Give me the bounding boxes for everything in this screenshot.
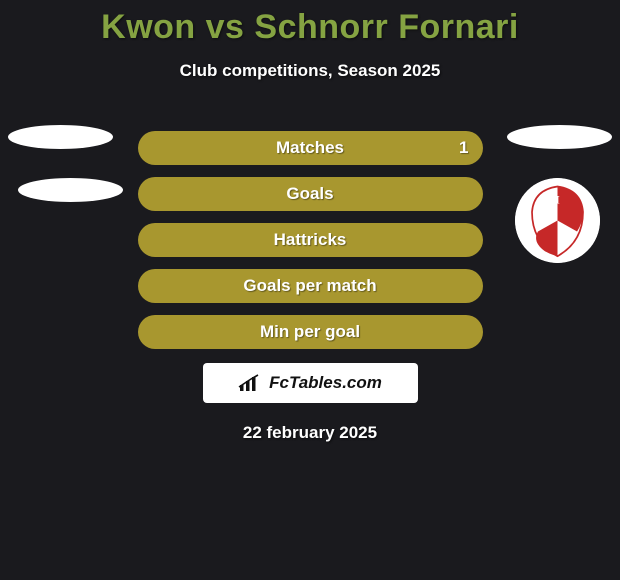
date-label: 22 february 2025 [0,423,620,443]
page-title: Kwon vs Schnorr Fornari [0,0,620,47]
stat-value-right: 1 [459,138,468,158]
bar-chart-icon [238,373,266,393]
stat-label: Min per goal [260,322,360,342]
stat-row-min-per-goal: Min per goal [138,315,483,349]
avatar-player-right [507,125,612,149]
stats-block: Matches 1 Goals Hattricks Goals per matc… [138,131,483,349]
stat-row-goals: Goals [138,177,483,211]
stat-label: Goals per match [243,276,376,296]
stat-label: Matches [276,138,344,158]
watermark-text: FcTables.com [269,373,382,393]
stat-label: Hattricks [274,230,347,250]
svg-text:I: I [555,193,560,207]
shield-icon: I [515,178,600,263]
team-badge-right: I [515,178,600,263]
team-badge-left [18,178,123,202]
stat-row-matches: Matches 1 [138,131,483,165]
stat-row-hattricks: Hattricks [138,223,483,257]
subtitle: Club competitions, Season 2025 [0,61,620,81]
stat-row-goals-per-match: Goals per match [138,269,483,303]
avatar-player-left [8,125,113,149]
watermark: FcTables.com [203,363,418,403]
stat-label: Goals [286,184,333,204]
